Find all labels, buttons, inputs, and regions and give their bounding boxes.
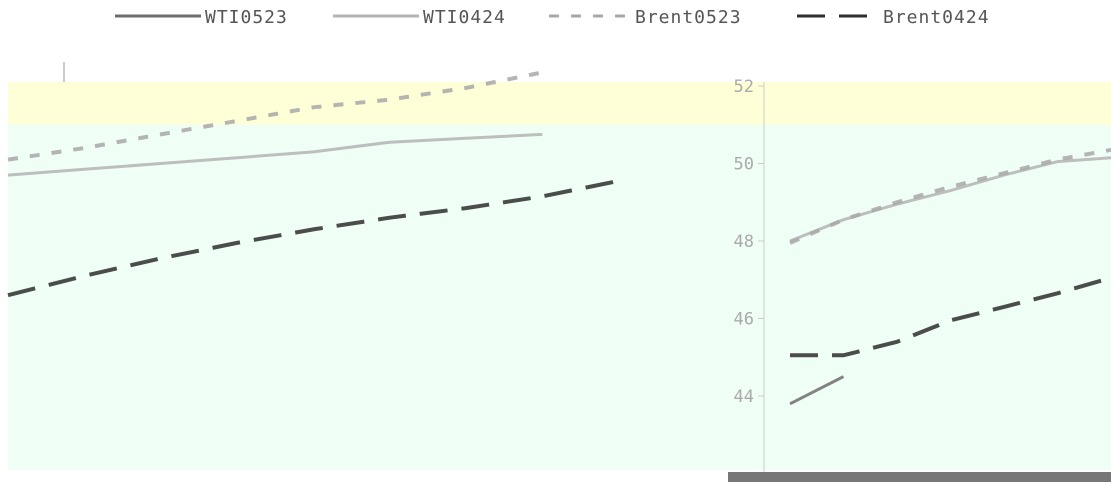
y-tick-label: 46 [734, 310, 754, 330]
highlight-band-0 [8, 82, 1111, 125]
y-tick-label: 50 [734, 155, 754, 175]
series-line-brent0424 [7, 178, 1111, 358]
y-tick-label: 48 [734, 232, 754, 252]
series-line-wti0523 [789, 375, 845, 406]
highlight-bands [8, 82, 1111, 470]
legend: WTI0523 WTI0424 Brent0523 Brent0424 [115, 7, 990, 28]
legend-label-wti0424: WTI0424 [423, 7, 506, 28]
series-line-wti0424 [7, 132, 1111, 243]
series-line-brent0523 [7, 70, 1111, 245]
legend-label-brent0523: Brent0523 [635, 7, 742, 28]
legend-label-wti0523: WTI0523 [205, 7, 288, 28]
series-lines [7, 70, 1111, 406]
highlight-band-1 [8, 124, 1111, 470]
y-tick-label: 52 [734, 77, 754, 97]
y-axis: 44 46 48 50 52 [63, 62, 1111, 482]
y-tick-label: 44 [734, 387, 754, 407]
x-axis-scrollbar[interactable] [728, 472, 1111, 482]
legend-label-brent0424: Brent0424 [883, 7, 990, 28]
